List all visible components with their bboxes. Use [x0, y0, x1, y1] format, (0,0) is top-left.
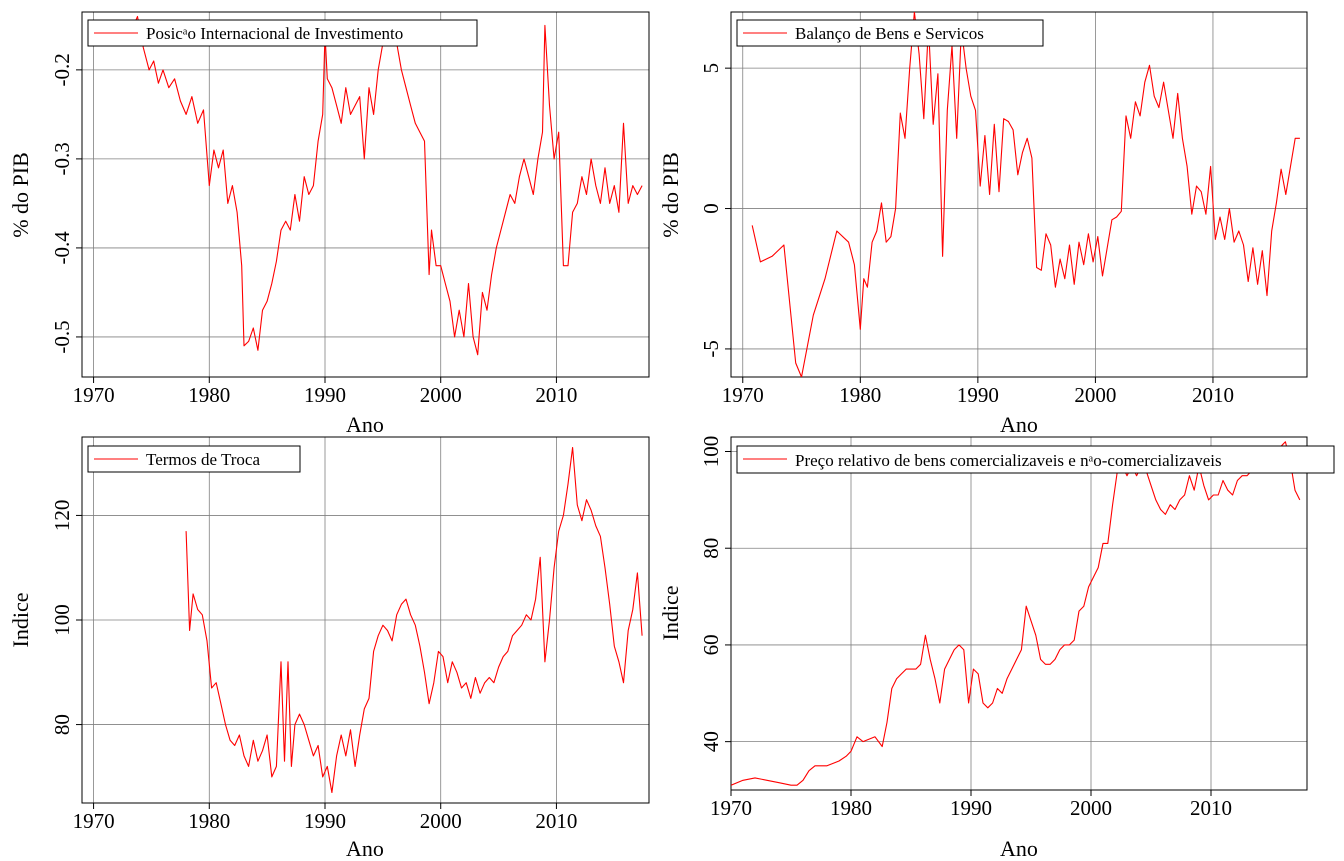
chart-panel-investment-position: 1970 1980 1990 2000 2010 -0.5 -0.4 -0.3 -0.2 Pos… [8, 11, 650, 437]
legend-box [87, 19, 478, 47]
legend-label: Balanço de Bens e Servicos [795, 24, 984, 43]
legend: Termos de Troca [87, 445, 301, 473]
x-tick-label: 1990 [304, 809, 346, 833]
x-tick-label: 2000 [1074, 383, 1116, 407]
y-axis-label: Indice [658, 586, 683, 641]
legend-label: Posicᵃo Internacional de Investimento [146, 24, 403, 43]
y-tick-label: 120 [50, 500, 74, 532]
x-axis-label: Ano [1000, 412, 1038, 437]
chart-panel-terms-of-trade: 1970 1980 1990 2000 2010 80 100 120 Termos de T… [8, 436, 650, 861]
x-tick-label: 2010 [535, 809, 577, 833]
y-tick-label: -0.2 [50, 53, 74, 86]
x-tick-label: 1980 [188, 809, 230, 833]
legend-box [736, 19, 1044, 47]
y-tick-label: -0.3 [50, 142, 74, 175]
y-tick-label: -0.4 [50, 231, 74, 265]
x-tick-label: 2010 [535, 383, 577, 407]
y-tick-label: 60 [699, 634, 723, 655]
x-axis-label: Ano [1000, 836, 1038, 861]
legend: Preço relativo de bens comercializaveis … [736, 445, 1335, 474]
y-tick-label: 40 [699, 731, 723, 752]
series-line [731, 441, 1301, 786]
x-tick-label: 1980 [188, 383, 230, 407]
plot-frame [81, 11, 650, 378]
y-tick-label: 5 [699, 63, 723, 74]
legend: Posicᵃo Internacional de Investimento [87, 19, 478, 47]
x-tick-label: 2010 [1192, 383, 1234, 407]
plot-frame [81, 436, 650, 804]
series-line [93, 15, 643, 356]
x-tick-label: 1970 [710, 796, 752, 820]
x-tick-label: 1990 [950, 796, 992, 820]
plot-frame [730, 436, 1308, 791]
x-tick-label: 1970 [722, 383, 764, 407]
legend-label: Termos de Troca [146, 450, 260, 469]
x-tick-label: 2010 [1190, 796, 1232, 820]
y-axis-label: % do PIB [8, 152, 33, 238]
x-tick-label: 1970 [73, 809, 115, 833]
y-tick-label: 80 [50, 714, 74, 735]
x-tick-label: 1990 [304, 383, 346, 407]
chart-panel-trade-balance: 1970 1980 1990 2000 2010 -5 0 5 Balanço de Bens… [658, 11, 1308, 437]
legend-box [736, 445, 1335, 474]
series-line [751, 12, 1300, 377]
y-tick-label: -0.5 [50, 320, 74, 353]
x-tick-label: 1970 [73, 383, 115, 407]
y-tick-label: -5 [699, 340, 723, 358]
y-tick-label: 100 [699, 436, 723, 468]
x-axis-label: Ano [346, 412, 384, 437]
x-tick-label: 1990 [957, 383, 999, 407]
x-tick-label: 2000 [420, 383, 462, 407]
x-axis-label: Ano [346, 836, 384, 861]
y-tick-label: 100 [50, 604, 74, 636]
series-line [185, 446, 643, 794]
y-axis-label: % do PIB [658, 152, 683, 238]
y-tick-label: 80 [699, 538, 723, 559]
chart-panel-relative-price: 1970 1980 1990 2000 2010 40 60 80 100 Preço rela… [658, 436, 1335, 861]
x-tick-label: 1980 [839, 383, 881, 407]
x-tick-label: 1980 [830, 796, 872, 820]
x-tick-label: 2000 [1070, 796, 1112, 820]
y-axis-label: Indice [8, 593, 33, 648]
legend: Balanço de Bens e Servicos [736, 19, 1044, 47]
x-tick-label: 2000 [420, 809, 462, 833]
y-tick-label: 0 [699, 203, 723, 214]
legend-label: Preço relativo de bens comercializaveis … [795, 451, 1222, 470]
plot-frame [730, 11, 1308, 378]
